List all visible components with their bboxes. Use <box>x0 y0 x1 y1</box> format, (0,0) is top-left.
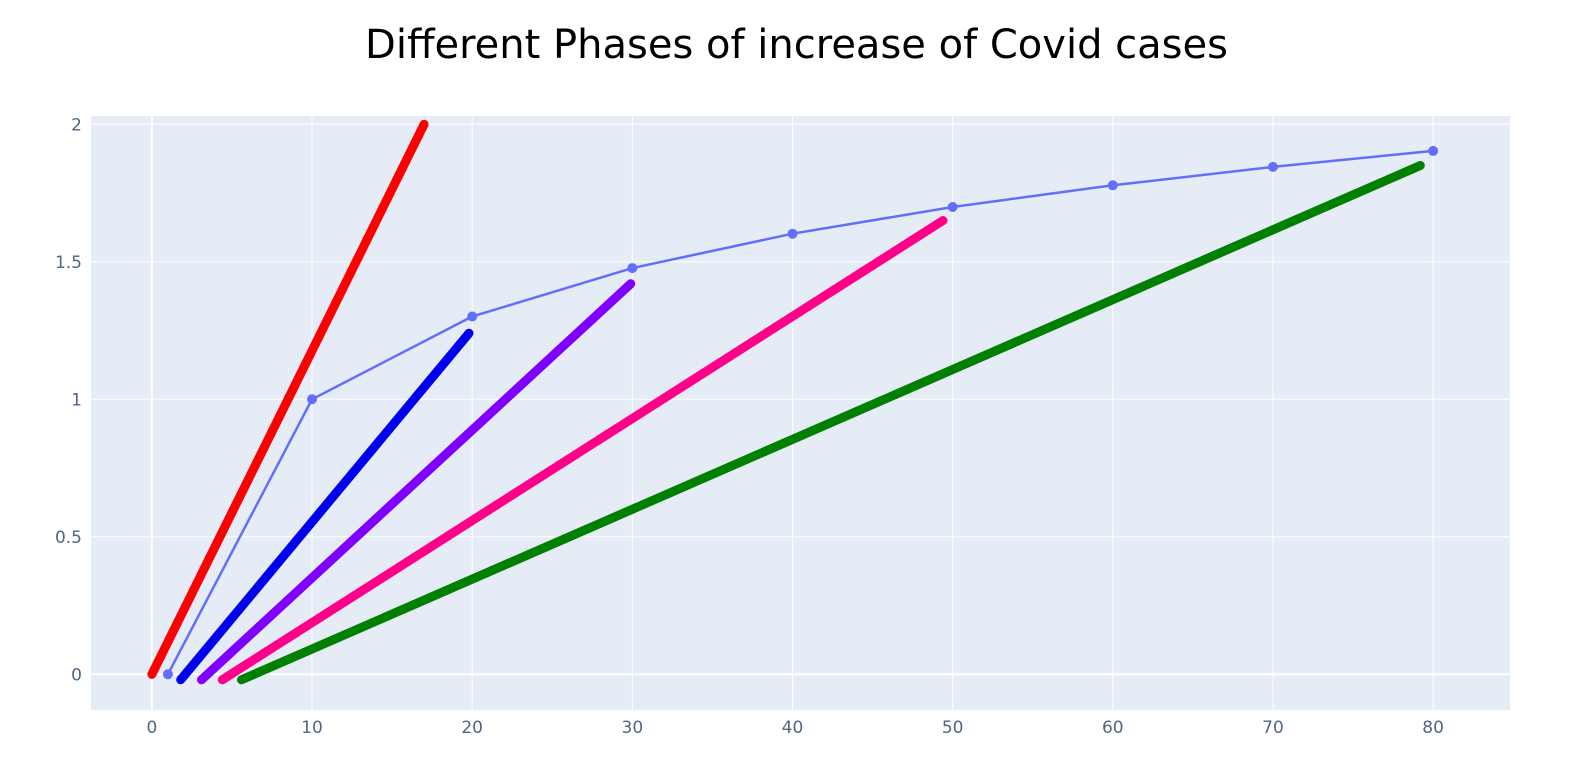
series-3-line <box>197 279 636 685</box>
series-0-point <box>627 263 638 274</box>
series-0-point <box>1267 161 1278 172</box>
series-0-point <box>307 394 318 405</box>
series-0-point <box>467 311 478 322</box>
y-tick-label: 1.5 <box>55 253 82 273</box>
x-tick-label: 70 <box>1262 718 1284 738</box>
y-tick-label: 0.5 <box>55 528 82 548</box>
x-tick-label: 20 <box>461 718 483 738</box>
series-0-point <box>947 202 958 213</box>
x-tick-label: 60 <box>1102 718 1124 738</box>
x-tick-label: 40 <box>782 718 804 738</box>
series-0-point <box>787 228 798 239</box>
series-4-line <box>217 216 948 685</box>
x-tick-label: 80 <box>1422 718 1444 738</box>
x-tick-label: 0 <box>146 718 157 738</box>
y-tick-label: 2 <box>71 115 82 135</box>
series-0-point <box>162 669 173 680</box>
series-0-point <box>1428 145 1439 156</box>
series-0-point <box>1107 180 1118 191</box>
x-tick-label: 50 <box>942 718 964 738</box>
x-tick-label: 10 <box>301 718 323 738</box>
x-tick-label: 30 <box>622 718 644 738</box>
series-2-line <box>176 328 474 685</box>
chart-title: Different Phases of increase of Covid ca… <box>365 22 1228 68</box>
y-tick-label: 1 <box>71 390 82 410</box>
series-1-line <box>147 119 429 679</box>
series-5-line <box>237 161 1425 685</box>
y-tick-label: 0 <box>71 665 82 685</box>
